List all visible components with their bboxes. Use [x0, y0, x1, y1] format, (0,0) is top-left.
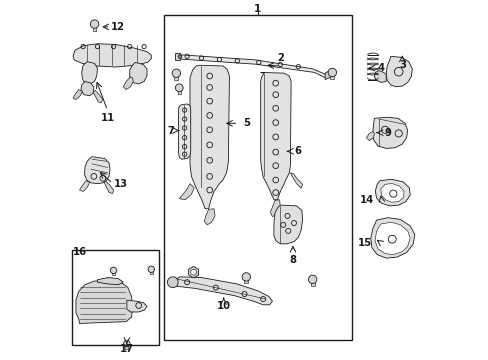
Polygon shape — [73, 44, 151, 67]
Text: 11: 11 — [100, 113, 114, 123]
Circle shape — [172, 69, 180, 77]
Polygon shape — [178, 104, 190, 159]
Circle shape — [175, 84, 183, 92]
Bar — [163, 15, 351, 339]
Polygon shape — [174, 76, 178, 80]
Polygon shape — [177, 90, 181, 94]
Polygon shape — [330, 75, 333, 79]
Text: 2: 2 — [276, 53, 283, 63]
Text: 12: 12 — [111, 22, 125, 32]
Circle shape — [123, 340, 130, 347]
Polygon shape — [380, 184, 403, 202]
Text: 10: 10 — [216, 301, 230, 311]
Text: 7: 7 — [167, 126, 174, 135]
Polygon shape — [123, 77, 133, 90]
Polygon shape — [104, 182, 113, 194]
Text: 1: 1 — [254, 4, 261, 14]
Text: 13: 13 — [114, 179, 127, 189]
Polygon shape — [73, 90, 82, 100]
Polygon shape — [190, 65, 229, 209]
Polygon shape — [97, 278, 123, 285]
Polygon shape — [149, 271, 152, 274]
Circle shape — [308, 275, 316, 284]
Text: 17: 17 — [120, 344, 134, 354]
Polygon shape — [325, 69, 333, 80]
Polygon shape — [204, 209, 215, 225]
Polygon shape — [125, 345, 128, 348]
Text: 15: 15 — [357, 238, 371, 248]
Text: 4: 4 — [377, 63, 384, 73]
Polygon shape — [310, 282, 314, 286]
Polygon shape — [373, 71, 386, 82]
Polygon shape — [81, 62, 97, 84]
Polygon shape — [244, 279, 247, 283]
Polygon shape — [93, 90, 102, 103]
Polygon shape — [179, 184, 194, 200]
Circle shape — [90, 20, 99, 28]
Polygon shape — [129, 62, 147, 84]
Polygon shape — [174, 53, 180, 60]
Text: 8: 8 — [289, 255, 296, 265]
Polygon shape — [168, 277, 272, 305]
Circle shape — [178, 55, 182, 58]
Circle shape — [327, 68, 336, 77]
Bar — [72, 250, 159, 345]
Circle shape — [110, 267, 117, 274]
Text: 5: 5 — [243, 118, 249, 128]
Text: 14: 14 — [359, 195, 373, 205]
Polygon shape — [80, 181, 89, 192]
Polygon shape — [386, 56, 411, 87]
Text: 16: 16 — [72, 247, 86, 257]
Polygon shape — [290, 173, 302, 188]
Circle shape — [190, 269, 196, 275]
Polygon shape — [372, 117, 407, 148]
Text: 6: 6 — [294, 146, 301, 156]
Polygon shape — [366, 132, 373, 140]
Circle shape — [242, 273, 250, 281]
Polygon shape — [273, 205, 302, 244]
Polygon shape — [112, 272, 115, 275]
Polygon shape — [260, 72, 290, 200]
Polygon shape — [375, 179, 409, 206]
Polygon shape — [270, 200, 280, 217]
Polygon shape — [81, 81, 94, 96]
Polygon shape — [188, 266, 198, 278]
Polygon shape — [176, 54, 326, 78]
Polygon shape — [126, 300, 147, 312]
Polygon shape — [93, 26, 96, 31]
Circle shape — [167, 277, 178, 288]
Circle shape — [148, 266, 154, 273]
Polygon shape — [370, 218, 414, 258]
Polygon shape — [84, 157, 110, 184]
Text: 3: 3 — [398, 60, 405, 70]
Polygon shape — [76, 280, 132, 323]
Polygon shape — [374, 222, 409, 255]
Text: 9: 9 — [384, 128, 390, 138]
